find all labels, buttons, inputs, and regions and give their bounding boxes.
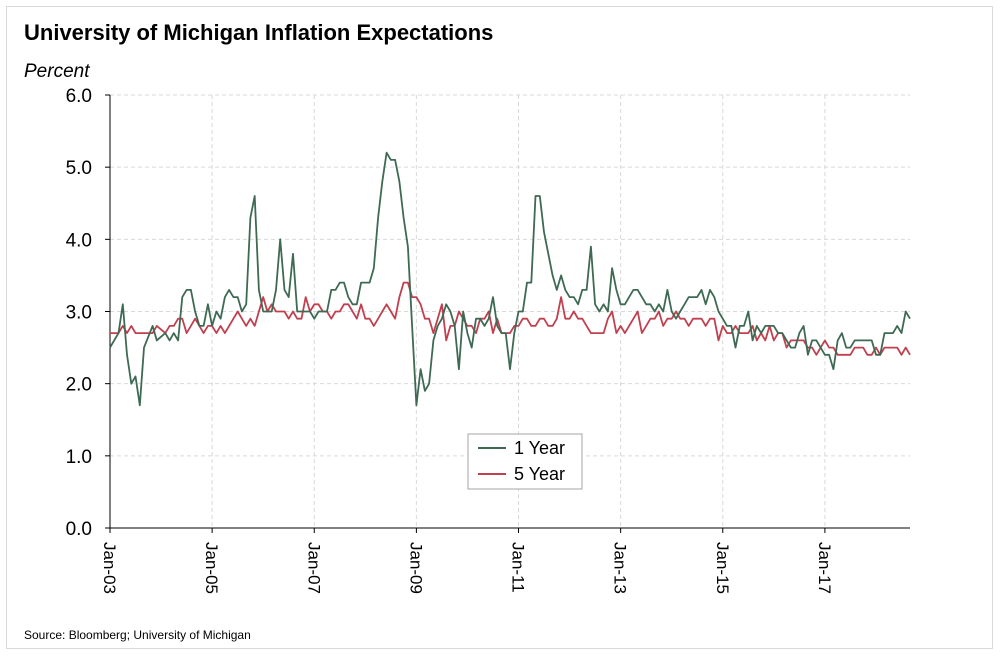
series-line-5-year <box>110 281 911 356</box>
y-tick-label: 3.0 <box>66 303 92 324</box>
x-tick-label: Jan-17 <box>815 542 834 594</box>
y-tick-label: 2.0 <box>66 375 92 396</box>
y-tick-label: 5.0 <box>66 158 92 179</box>
source-note: Source: Bloomberg; University of Michiga… <box>24 628 251 642</box>
y-tick-label: 1.0 <box>66 447 92 468</box>
x-tick-label: Jan-09 <box>406 542 425 594</box>
x-tick-label: Jan-11 <box>509 542 528 593</box>
y-tick-label: 0.0 <box>66 519 92 540</box>
x-tick-label: Jan-15 <box>713 542 732 594</box>
chart-title: University of Michigan Inflation Expecta… <box>24 20 494 45</box>
legend-label: 5 Year <box>514 464 565 484</box>
x-tick-label: Jan-05 <box>202 542 221 594</box>
legend: 1 Year 5 Year <box>467 433 583 490</box>
y-tick-label: 4.0 <box>66 230 92 251</box>
x-tick-label: Jan-07 <box>304 542 323 594</box>
x-tick-label: Jan-13 <box>611 542 630 594</box>
y-tick-label: 6.0 <box>66 86 92 107</box>
series-line-1-year <box>109 151 911 407</box>
y-axis-unit-label: Percent <box>24 61 90 82</box>
axes: 0.0 1.0 2.0 3.0 4.0 5.0 6.0 Jan-03 Jan-05 Jan-07 J… <box>66 86 910 594</box>
series-lines <box>109 151 911 407</box>
legend-label: 1 Year <box>514 438 565 458</box>
legend-box <box>467 433 583 490</box>
x-tick-label: Jan-03 <box>100 542 119 594</box>
